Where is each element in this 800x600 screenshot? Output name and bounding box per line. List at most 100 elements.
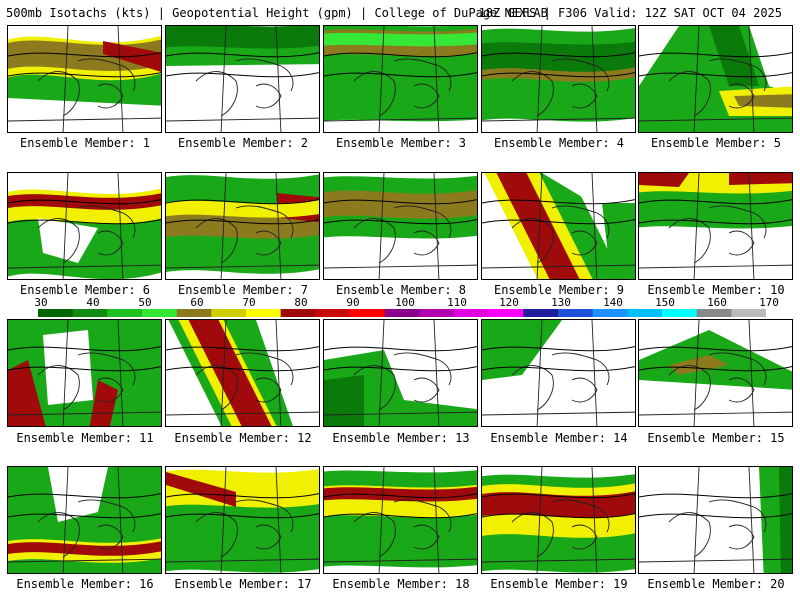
map-boundary-line: [482, 117, 635, 122]
map-boundary-line: [668, 512, 711, 558]
colorbar-segment: [662, 309, 698, 317]
isotach-shading: [166, 64, 319, 132]
map-boundary-line: [591, 173, 598, 279]
map-boundary-line: [693, 173, 700, 279]
ensemble-member-map: [481, 466, 636, 574]
ensemble-member-label: Ensemble Member: 7: [177, 283, 309, 297]
isotach-field: [324, 467, 477, 573]
map-boundary-line: [195, 218, 238, 264]
map-boundary-line: [195, 71, 238, 117]
map-boundary-line: [166, 411, 319, 416]
colorbar-segment: [627, 309, 663, 317]
map-boundary-line: [8, 411, 161, 416]
map-boundary-line: [324, 411, 477, 416]
ensemble-member-label: Ensemble Member: 2: [177, 136, 309, 150]
map-boundary-line: [433, 467, 440, 573]
map-boundary-line: [37, 365, 80, 411]
map-boundary-line: [413, 83, 440, 109]
map-boundary-line: [433, 26, 440, 132]
height-contour: [166, 198, 319, 205]
isotach-shading: [89, 380, 118, 426]
isotach-shading: [48, 467, 108, 522]
isotach-shading: [496, 173, 580, 279]
height-contour: [8, 198, 161, 205]
colorbar-segment: [142, 309, 178, 317]
isotach-field: [8, 467, 161, 573]
height-contour: [639, 365, 792, 372]
map-boundary-line: [536, 26, 543, 132]
colorbar-segment: [176, 309, 212, 317]
ensemble-member-label: Ensemble Member: 16: [16, 577, 154, 591]
height-contour: [324, 345, 477, 352]
map-boundary-line: [591, 467, 598, 573]
map-boundary-line: [551, 352, 610, 386]
ensemble-member-map: [638, 466, 793, 574]
height-contour: [8, 218, 161, 225]
isotach-shading: [482, 67, 635, 82]
map-boundary-line: [77, 499, 136, 533]
colorbar-tick: 150: [655, 296, 675, 309]
map-boundary-line: [353, 512, 396, 558]
colorbar-tick: 50: [138, 296, 152, 309]
map-boundary-line: [117, 320, 124, 426]
height-contour: [482, 71, 635, 78]
height-contour: [324, 512, 477, 519]
height-contour: [639, 198, 792, 205]
isotach-shading: [324, 375, 364, 426]
isotach-shading: [324, 470, 477, 568]
map-boundary-line: [433, 173, 440, 279]
map-boundary-line: [166, 558, 319, 563]
ensemble-member-map: [323, 25, 478, 133]
ensemble-member-label: Ensemble Member: 6: [19, 283, 151, 297]
map-boundary-line: [482, 264, 635, 269]
ensemble-member-label: Ensemble Member: 14: [490, 431, 628, 445]
ensemble-member-map: [7, 172, 162, 280]
map-title: 500mb Isotachs (kts) | Geopotential Heig…: [6, 6, 548, 20]
map-boundary-line: [728, 377, 755, 403]
isotach-field: [166, 320, 319, 426]
map-boundary-line: [482, 558, 635, 563]
map-boundary-line: [62, 173, 69, 279]
map-boundary-line: [748, 320, 755, 426]
ensemble-member-label: Ensemble Member: 3: [335, 136, 467, 150]
map-boundary-line: [97, 230, 124, 256]
map-boundary-line: [378, 320, 385, 426]
ensemble-member-label: Ensemble Member: 20: [647, 577, 785, 591]
map-boundary-line: [639, 264, 792, 269]
map-boundary-line: [708, 58, 767, 92]
map-boundary-line: [77, 58, 136, 92]
map-boundary-line: [551, 205, 610, 239]
map-boundary-line: [413, 524, 440, 550]
height-contour: [639, 345, 792, 352]
map-boundary-line: [393, 205, 452, 239]
isotach-field: [639, 26, 792, 132]
map-boundary-line: [728, 524, 755, 550]
isotach-field: [8, 26, 161, 132]
isotach-shading: [639, 173, 689, 187]
ensemble-member-map: [165, 466, 320, 574]
ensemble-member-map: [638, 25, 793, 133]
colorbar-segment: [246, 309, 282, 317]
map-boundary-line: [693, 467, 700, 573]
height-contour: [8, 51, 161, 58]
map-boundary-line: [77, 352, 136, 386]
map-boundary-line: [591, 320, 598, 426]
ensemble-member-label: Ensemble Member: 4: [493, 136, 625, 150]
ensemble-member-map: [7, 319, 162, 427]
map-boundary-line: [235, 58, 294, 92]
ensemble-member-map: [165, 319, 320, 427]
map-boundary-line: [117, 173, 124, 279]
map-boundary-line: [275, 320, 282, 426]
map-boundary-line: [353, 71, 396, 117]
isotach-colorbar: [38, 309, 766, 317]
isotach-shading: [482, 320, 562, 380]
map-boundary-line: [413, 230, 440, 256]
colorbar-tick: 170: [759, 296, 779, 309]
height-contour: [166, 71, 319, 78]
height-contour: [482, 492, 635, 499]
ensemble-member-label: Ensemble Member: 9: [493, 283, 625, 297]
map-boundary-line: [117, 26, 124, 132]
height-contour: [166, 51, 319, 58]
height-contour: [482, 198, 635, 205]
map-boundary-line: [255, 377, 282, 403]
